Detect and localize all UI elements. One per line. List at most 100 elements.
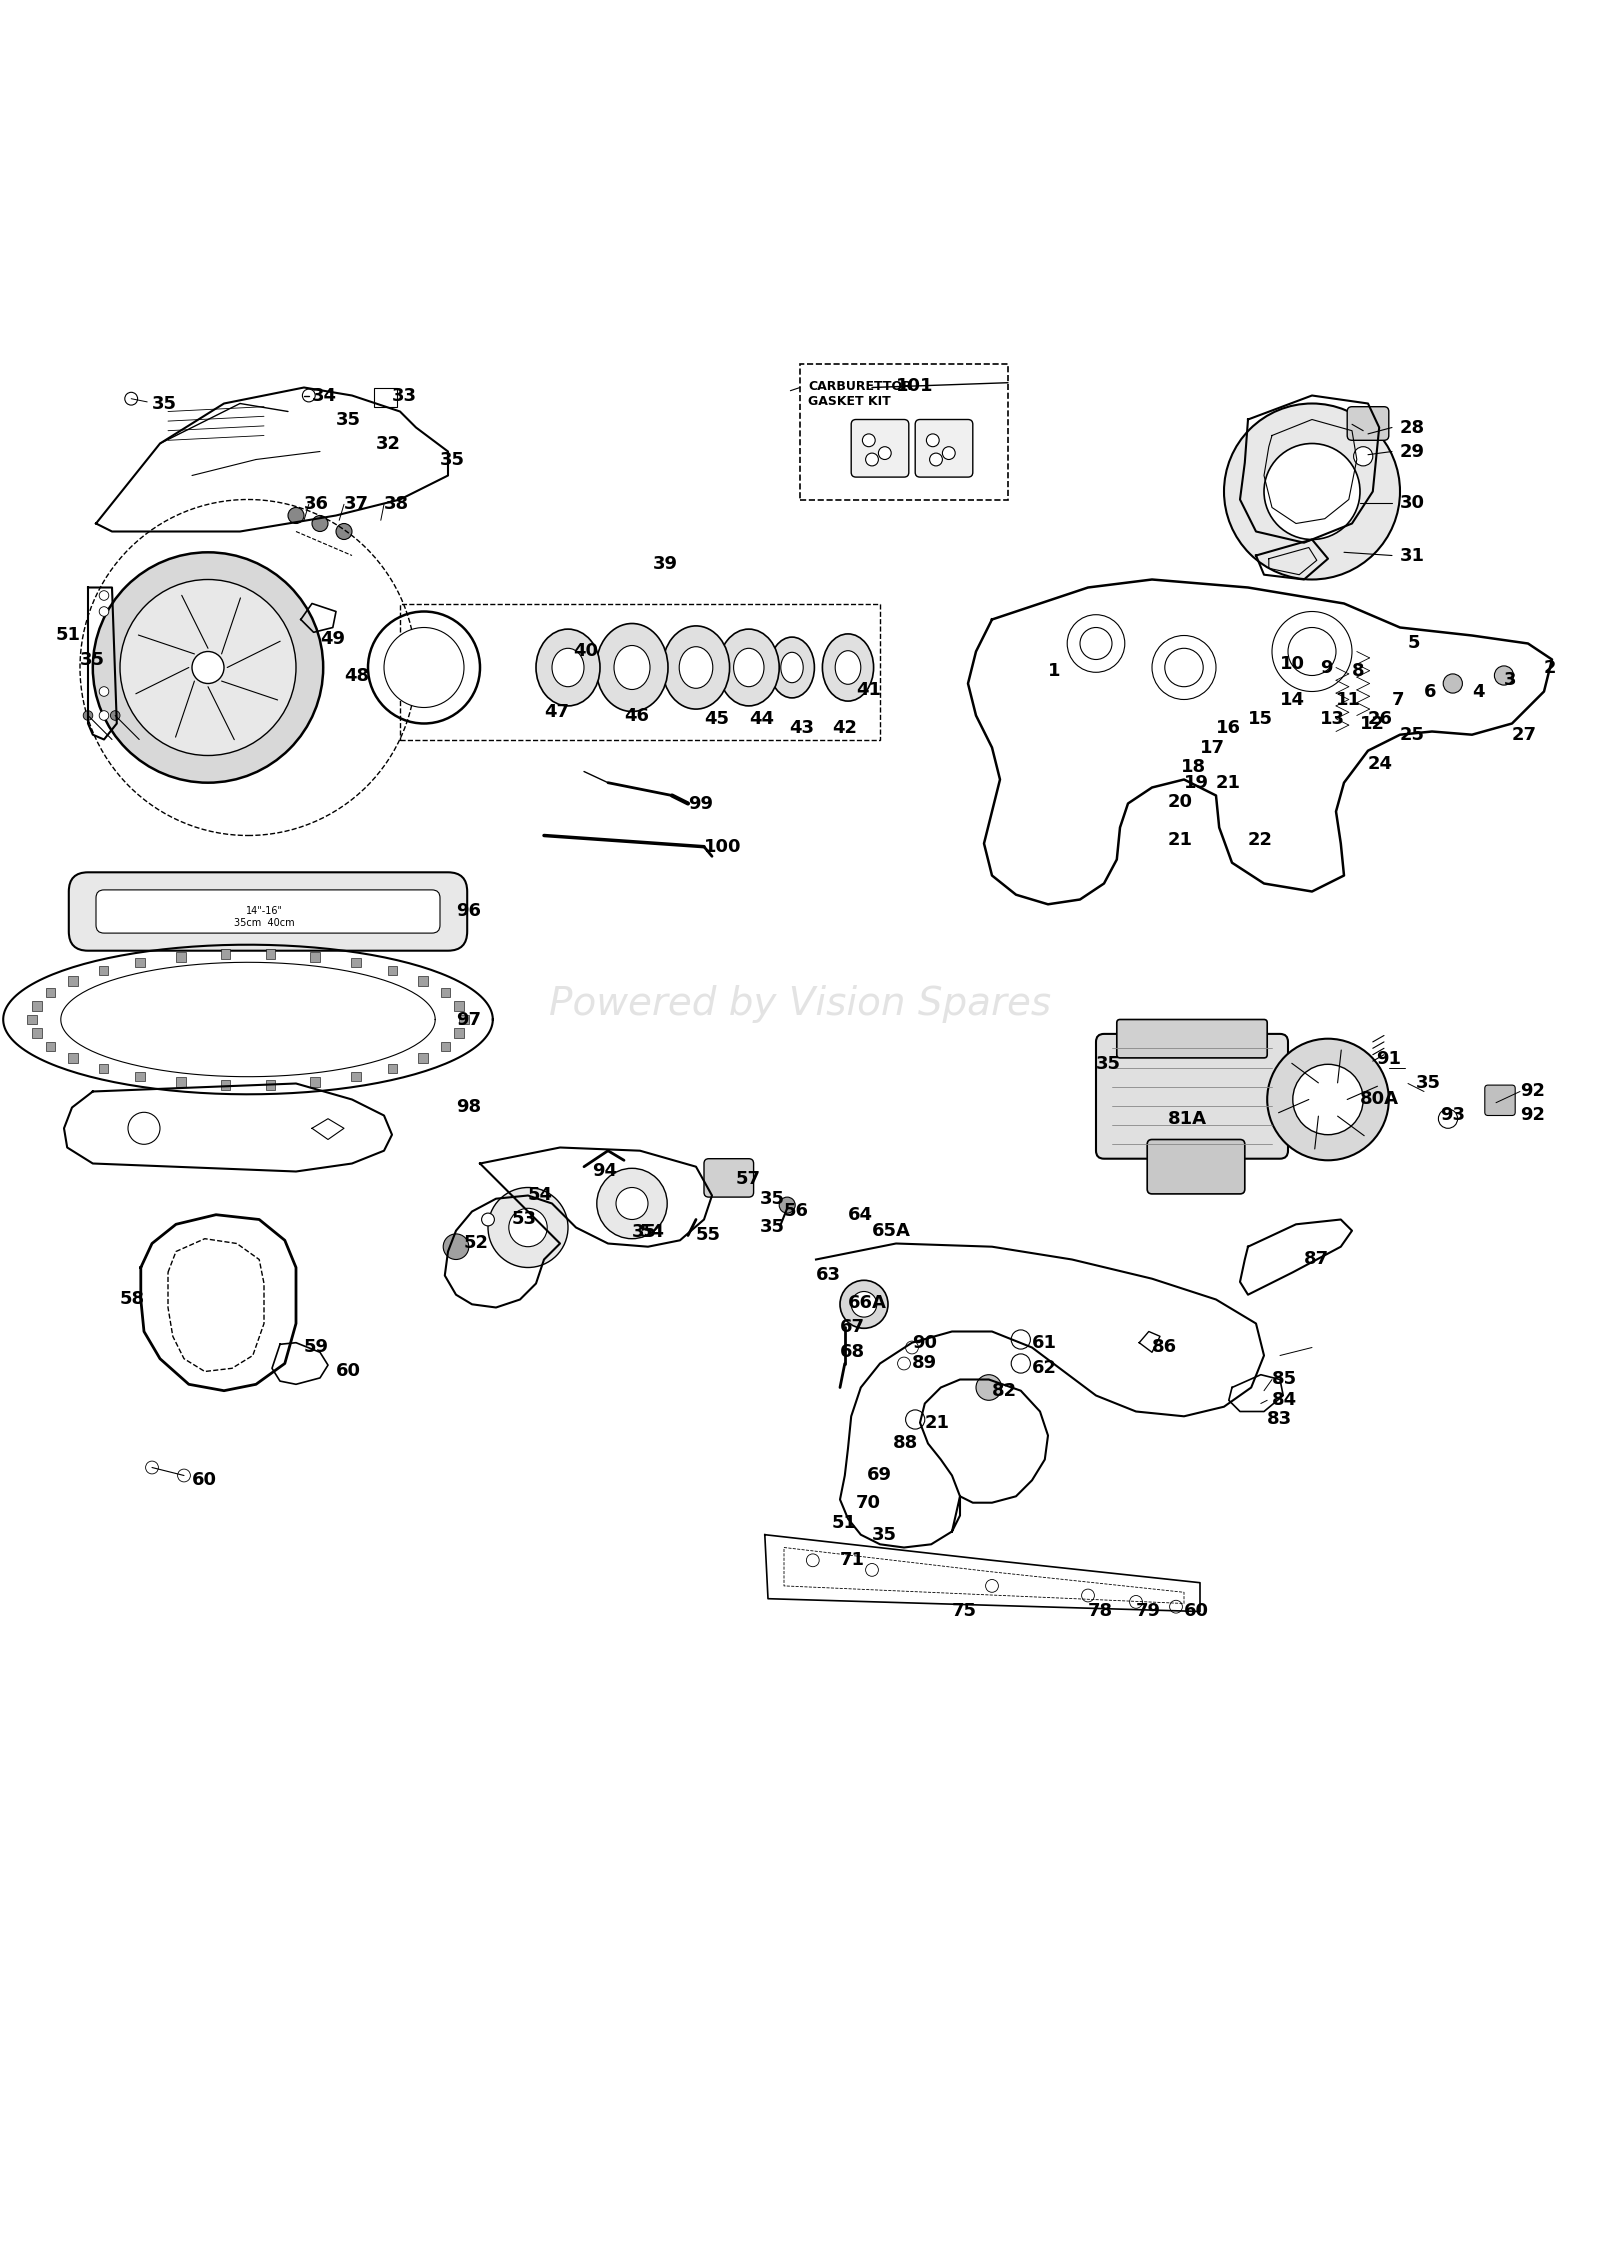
Circle shape <box>93 552 323 783</box>
Circle shape <box>930 453 942 466</box>
Bar <box>69 975 78 984</box>
Text: 5: 5 <box>1408 634 1421 652</box>
Circle shape <box>302 389 315 403</box>
Circle shape <box>1170 1600 1182 1614</box>
Circle shape <box>336 523 352 539</box>
Circle shape <box>1267 1039 1389 1161</box>
Circle shape <box>146 1462 158 1473</box>
Text: 93: 93 <box>1440 1107 1466 1125</box>
Text: 84: 84 <box>1272 1392 1298 1410</box>
Circle shape <box>779 1197 795 1213</box>
Bar <box>387 1064 397 1073</box>
Bar <box>440 989 450 998</box>
Bar <box>69 1055 78 1064</box>
Circle shape <box>866 1564 878 1577</box>
Circle shape <box>878 446 891 459</box>
Text: 96: 96 <box>456 901 482 919</box>
Text: 43: 43 <box>789 720 814 738</box>
Text: 4: 4 <box>1472 683 1485 702</box>
Text: 47: 47 <box>544 704 570 722</box>
Circle shape <box>862 434 875 446</box>
Text: 24: 24 <box>1368 754 1394 772</box>
Bar <box>418 1055 427 1064</box>
Text: 6: 6 <box>1424 683 1437 702</box>
Text: 82: 82 <box>992 1383 1018 1401</box>
Text: 35cm  40cm: 35cm 40cm <box>234 919 294 928</box>
Circle shape <box>99 591 109 600</box>
Text: 83: 83 <box>1267 1410 1293 1428</box>
Text: 28: 28 <box>1400 419 1426 437</box>
Circle shape <box>120 579 296 756</box>
Text: 45: 45 <box>704 711 730 729</box>
Text: 57: 57 <box>736 1170 762 1188</box>
Text: 68: 68 <box>840 1344 866 1362</box>
Circle shape <box>178 1469 190 1482</box>
Text: 67: 67 <box>840 1317 866 1335</box>
Text: 9: 9 <box>1320 659 1333 677</box>
Text: 14"-16": 14"-16" <box>245 905 283 917</box>
Bar <box>134 1073 144 1082</box>
Text: 61: 61 <box>1032 1333 1058 1351</box>
Circle shape <box>482 1213 494 1227</box>
Bar <box>310 1077 320 1086</box>
Bar <box>27 1014 37 1025</box>
Text: 7: 7 <box>1392 690 1405 708</box>
Text: 35: 35 <box>1096 1055 1122 1073</box>
Bar <box>176 1077 186 1086</box>
Circle shape <box>488 1188 568 1267</box>
Text: 94: 94 <box>592 1163 618 1181</box>
Text: 35: 35 <box>440 450 466 468</box>
Text: 53: 53 <box>512 1211 538 1229</box>
Text: 92: 92 <box>1520 1082 1546 1100</box>
Circle shape <box>866 453 878 466</box>
Text: 13: 13 <box>1320 711 1346 729</box>
Text: 91: 91 <box>1376 1050 1402 1068</box>
Text: 12: 12 <box>1360 715 1386 733</box>
Ellipse shape <box>595 625 669 711</box>
Circle shape <box>99 686 109 697</box>
Circle shape <box>443 1233 469 1260</box>
Text: 52: 52 <box>464 1236 490 1251</box>
Circle shape <box>1264 444 1360 539</box>
Circle shape <box>99 711 109 720</box>
FancyBboxPatch shape <box>1147 1141 1245 1195</box>
Bar <box>454 1027 464 1039</box>
Ellipse shape <box>733 647 765 686</box>
Text: 27: 27 <box>1512 726 1538 745</box>
Bar <box>266 1079 275 1091</box>
Bar <box>310 953 320 962</box>
Text: 60: 60 <box>1184 1602 1210 1620</box>
Text: 36: 36 <box>304 496 330 514</box>
Bar <box>46 1041 56 1050</box>
Text: 1: 1 <box>1048 661 1061 679</box>
Text: 8: 8 <box>1352 661 1365 679</box>
Text: 16: 16 <box>1216 720 1242 738</box>
FancyBboxPatch shape <box>1096 1034 1288 1159</box>
Text: 81A: 81A <box>1168 1109 1206 1127</box>
FancyBboxPatch shape <box>704 1159 754 1197</box>
Circle shape <box>312 516 328 532</box>
Text: 21: 21 <box>1216 774 1242 792</box>
Text: 17: 17 <box>1200 738 1226 756</box>
Bar <box>134 957 146 966</box>
Circle shape <box>110 711 120 720</box>
Circle shape <box>128 1113 160 1145</box>
Text: 101: 101 <box>896 378 933 396</box>
Text: 40: 40 <box>573 643 598 661</box>
Text: 41: 41 <box>856 681 882 699</box>
Circle shape <box>898 1358 910 1369</box>
Text: 31: 31 <box>1400 545 1426 563</box>
Text: 54: 54 <box>640 1224 666 1242</box>
Text: 79: 79 <box>1136 1602 1162 1620</box>
Text: 42: 42 <box>832 720 858 738</box>
Text: 25: 25 <box>1400 726 1426 745</box>
Bar <box>418 975 427 984</box>
Text: 48: 48 <box>344 668 370 683</box>
Circle shape <box>1354 446 1373 466</box>
Text: 37: 37 <box>344 496 370 514</box>
Circle shape <box>288 507 304 523</box>
Circle shape <box>1443 674 1462 692</box>
Ellipse shape <box>614 645 650 690</box>
Text: 30: 30 <box>1400 493 1426 511</box>
Text: Powered by Vision Spares: Powered by Vision Spares <box>549 984 1051 1023</box>
